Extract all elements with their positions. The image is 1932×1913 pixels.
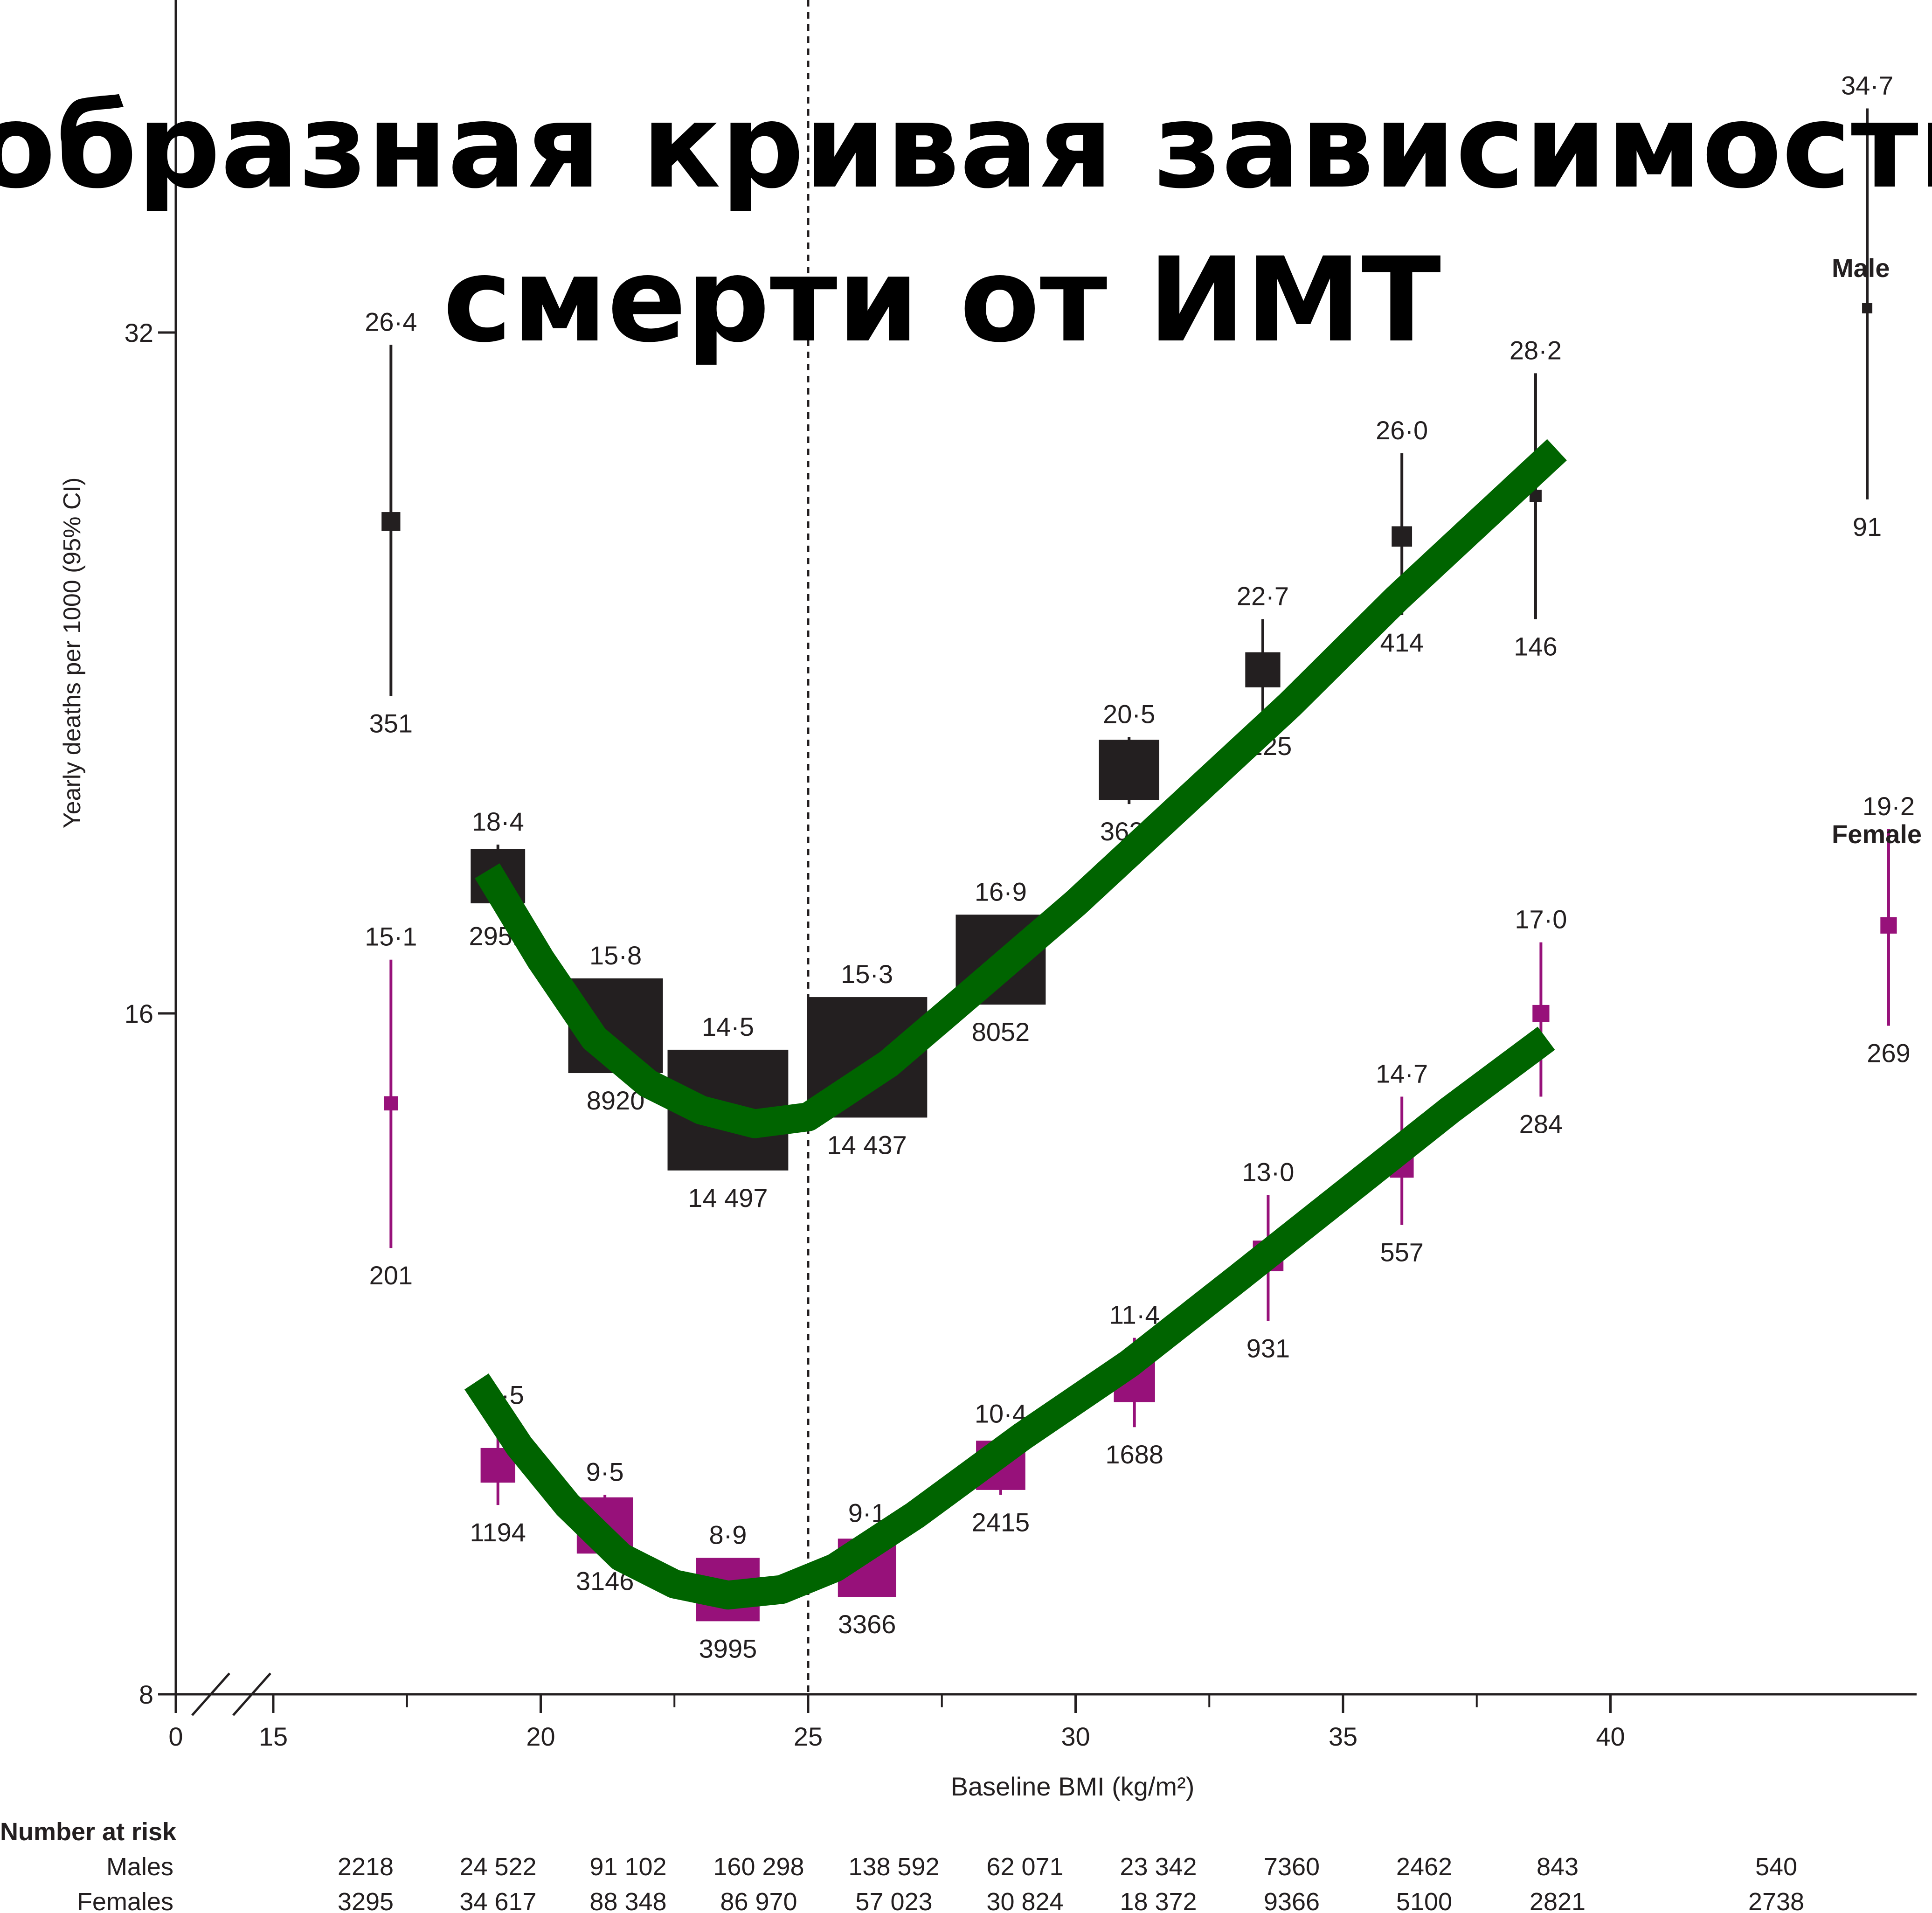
point-rate-label: 15·8 bbox=[589, 941, 642, 970]
overlay-title: J-образная кривая зависимости смерти от И… bbox=[0, 78, 1932, 368]
point-rate-label: 14·7 bbox=[1376, 1059, 1428, 1088]
point-rate-label: 20·5 bbox=[1103, 699, 1155, 728]
point-female bbox=[1532, 1005, 1550, 1022]
point-count-label: 1688 bbox=[1105, 1440, 1163, 1469]
risk-value: 24 522 bbox=[459, 1853, 536, 1881]
risk-value: 62 071 bbox=[986, 1853, 1063, 1881]
risk-value: 160 298 bbox=[713, 1853, 804, 1881]
risk-value: 30 824 bbox=[986, 1888, 1063, 1913]
risk-value: 2821 bbox=[1530, 1888, 1586, 1913]
risk-value: 7360 bbox=[1264, 1853, 1320, 1881]
j-curve-overlay bbox=[464, 439, 1567, 1610]
y-tick-label: 8 bbox=[139, 1680, 153, 1709]
x-tick-label: 35 bbox=[1329, 1722, 1357, 1751]
overlay-title-line-1: J-образная кривая зависимости bbox=[0, 78, 1932, 214]
point-rate-label: 28·2 bbox=[1510, 335, 1562, 365]
risk-value: 2738 bbox=[1748, 1888, 1804, 1913]
x-tick-label: 0 bbox=[168, 1722, 183, 1751]
point-rate-label: 17·0 bbox=[1515, 905, 1567, 934]
point-count-label: 351 bbox=[369, 709, 413, 738]
risk-value: 5100 bbox=[1396, 1888, 1452, 1913]
risk-value: 86 970 bbox=[720, 1888, 797, 1913]
y-axis-title: Yearly deaths per 1000 (95% CI) bbox=[59, 478, 86, 829]
point-count-label: 3995 bbox=[699, 1634, 757, 1663]
risk-value: 57 023 bbox=[855, 1888, 932, 1913]
point-count-label: 1194 bbox=[470, 1518, 526, 1547]
series-label-male: Male bbox=[1832, 253, 1890, 283]
series-label-female: Female bbox=[1832, 819, 1922, 849]
point-count-label: 269 bbox=[1867, 1038, 1910, 1067]
risk-value: 23 342 bbox=[1120, 1853, 1197, 1881]
x-tick-label: 40 bbox=[1596, 1722, 1625, 1751]
risk-value: 91 102 bbox=[589, 1853, 666, 1881]
point-count-label: 284 bbox=[1519, 1109, 1563, 1138]
risk-row-label: Males bbox=[106, 1853, 173, 1881]
risk-value: 88 348 bbox=[589, 1888, 666, 1913]
axis-break-mark bbox=[232, 1672, 271, 1716]
point-rate-label: 19·2 bbox=[1863, 791, 1915, 821]
y-tick-label: 16 bbox=[125, 999, 153, 1028]
risk-value: 9366 bbox=[1264, 1888, 1320, 1913]
risk-value: 540 bbox=[1755, 1853, 1797, 1881]
risk-value: 138 592 bbox=[848, 1853, 939, 1881]
x-tick-label: 15 bbox=[259, 1722, 288, 1751]
risk-value: 18 372 bbox=[1120, 1888, 1197, 1913]
axes: 81632015202530354050Baseline BMI (kg/m²)… bbox=[59, 0, 1917, 1801]
risk-value: 843 bbox=[1537, 1853, 1579, 1881]
risk-value: 2218 bbox=[338, 1853, 394, 1881]
point-rate-label: 14·5 bbox=[702, 1012, 754, 1041]
point-rate-label: 34·7 bbox=[1841, 70, 1893, 100]
risk-value: 3295 bbox=[338, 1888, 394, 1913]
point-rate-label: 18·4 bbox=[472, 807, 524, 836]
point-male bbox=[381, 512, 401, 531]
point-rate-label: 15·1 bbox=[365, 922, 417, 951]
point-count-label: 8052 bbox=[972, 1017, 1030, 1047]
risk-table-title: Number at risk bbox=[0, 1818, 177, 1846]
axis-break-mark bbox=[191, 1672, 230, 1716]
point-rate-label: 22·7 bbox=[1237, 582, 1289, 611]
y-tick-label: 32 bbox=[125, 318, 153, 347]
point-female bbox=[1880, 917, 1897, 934]
point-rate-label: 16·9 bbox=[975, 877, 1027, 906]
point-female bbox=[384, 1096, 398, 1111]
point-rate-label: 26·4 bbox=[365, 307, 417, 336]
x-tick-label: 25 bbox=[794, 1722, 823, 1751]
point-count-label: 201 bbox=[369, 1261, 413, 1290]
point-count-label: 557 bbox=[1380, 1238, 1423, 1267]
point-rate-label: 15·3 bbox=[841, 959, 893, 989]
point-rate-label: 11·4 bbox=[1109, 1300, 1160, 1330]
risk-value: 34 617 bbox=[459, 1888, 536, 1913]
risk-row-label: Females bbox=[77, 1888, 173, 1913]
number-at-risk-table: Number at risk Males 2218 24 522 91 102 160 2… bbox=[0, 1818, 1804, 1913]
risk-value: 2462 bbox=[1396, 1853, 1452, 1881]
point-count-label: 91 bbox=[1853, 512, 1882, 541]
x-tick-label: 30 bbox=[1061, 1722, 1090, 1751]
point-rate-label: 8·9 bbox=[709, 1520, 747, 1549]
point-male bbox=[1862, 303, 1873, 313]
x-axis-title: Baseline BMI (kg/m²) bbox=[951, 1772, 1195, 1801]
point-male bbox=[1245, 652, 1281, 687]
point-count-label: 146 bbox=[1514, 632, 1557, 661]
point-count-label: 3366 bbox=[838, 1609, 896, 1639]
j-curve-male bbox=[475, 439, 1567, 1138]
point-count-label: 14 497 bbox=[688, 1183, 768, 1213]
legend-labels: Male Female bbox=[1832, 253, 1922, 849]
overlay-title-line-2: смерти от ИМТ bbox=[443, 232, 1441, 368]
x-tick-label: 20 bbox=[526, 1722, 555, 1751]
j-curve-female bbox=[464, 1026, 1555, 1610]
point-male bbox=[1392, 526, 1413, 547]
point-count-label: 2415 bbox=[972, 1508, 1030, 1537]
point-rate-label: 9·5 bbox=[586, 1457, 624, 1487]
point-rate-label: 13·0 bbox=[1242, 1157, 1294, 1186]
point-male bbox=[1099, 740, 1159, 800]
point-rate-label: 26·0 bbox=[1376, 416, 1428, 445]
point-count-label: 414 bbox=[1380, 628, 1423, 657]
point-count-label: 931 bbox=[1246, 1333, 1290, 1363]
point-count-label: 14 437 bbox=[827, 1130, 907, 1159]
